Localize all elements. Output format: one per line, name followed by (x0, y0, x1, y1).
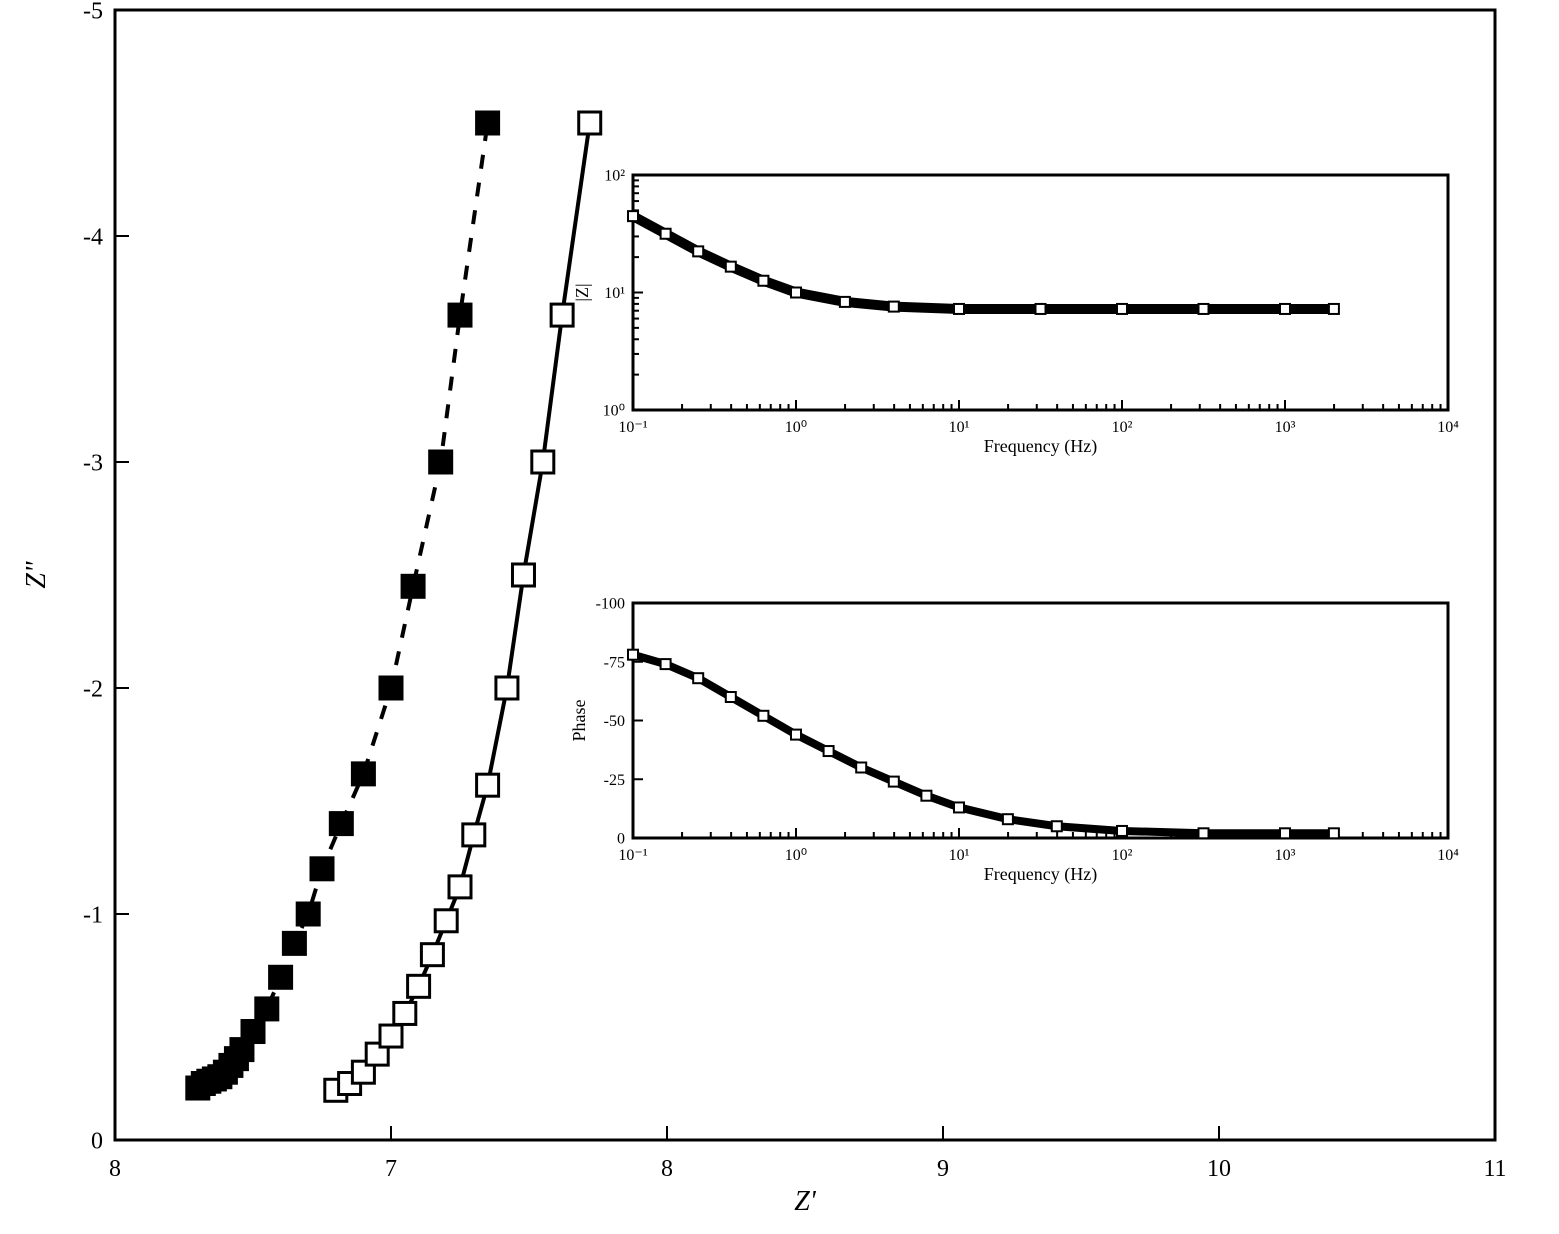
marker-filled (402, 575, 424, 597)
svg-text:10²: 10² (1112, 419, 1133, 436)
marker-open (551, 304, 573, 326)
svg-text:0: 0 (617, 831, 625, 848)
marker-filled (477, 112, 499, 134)
svg-text:10⁴: 10⁴ (1437, 847, 1459, 864)
marker-open (496, 677, 518, 699)
svg-text:10¹: 10¹ (949, 847, 970, 864)
x-axis-label: Z' (794, 1186, 817, 1217)
svg-text:10⁰: 10⁰ (603, 403, 625, 420)
svg-text:10²: 10² (604, 168, 625, 185)
svg-text:-75: -75 (604, 654, 625, 671)
marker-filled (330, 813, 352, 835)
marker-filled (297, 903, 319, 925)
marker-open (421, 944, 443, 966)
svg-text:9: 9 (937, 1156, 949, 1182)
svg-text:10²: 10² (1112, 847, 1133, 864)
svg-text:10⁻¹: 10⁻¹ (618, 847, 647, 864)
marker-open (512, 564, 534, 586)
svg-text:10⁴: 10⁴ (1437, 419, 1459, 436)
svg-text:11: 11 (1483, 1156, 1506, 1182)
svg-text:10: 10 (1207, 1156, 1231, 1182)
marker-filled (352, 763, 374, 785)
svg-text:-25: -25 (604, 772, 625, 789)
marker-filled (270, 966, 292, 988)
marker-filled (311, 858, 333, 880)
marker-filled (380, 677, 402, 699)
marker-open (532, 451, 554, 473)
svg-text:-100: -100 (596, 596, 625, 613)
marker-open (477, 774, 499, 796)
marker-filled (430, 451, 452, 473)
marker-open (408, 975, 430, 997)
svg-text:10⁻¹: 10⁻¹ (618, 419, 647, 436)
svg-text:10⁰: 10⁰ (785, 847, 807, 864)
svg-text:|Z|: |Z| (572, 283, 592, 301)
svg-text:-4: -4 (83, 224, 103, 250)
svg-text:Frequency (Hz): Frequency (Hz) (984, 864, 1097, 885)
svg-text:-50: -50 (604, 713, 625, 730)
svg-text:-1: -1 (83, 902, 103, 928)
marker-open (435, 910, 457, 932)
svg-text:10³: 10³ (1275, 419, 1296, 436)
svg-text:Frequency (Hz): Frequency (Hz) (984, 436, 1097, 457)
marker-open (579, 112, 601, 134)
marker-filled (256, 998, 278, 1020)
marker-filled (449, 304, 471, 326)
svg-text:10¹: 10¹ (949, 419, 970, 436)
y-axis-label: Z" (21, 561, 52, 589)
svg-text:10¹: 10¹ (604, 285, 625, 302)
marker-open (394, 1002, 416, 1024)
marker-open (463, 824, 485, 846)
svg-text:10⁰: 10⁰ (785, 419, 807, 436)
marker-filled (242, 1021, 264, 1043)
svg-text:0: 0 (91, 1128, 103, 1154)
marker-open (380, 1025, 402, 1047)
svg-text:-2: -2 (83, 676, 103, 702)
svg-text:8: 8 (661, 1156, 673, 1182)
svg-text:10³: 10³ (1275, 847, 1296, 864)
svg-text:-3: -3 (83, 450, 103, 476)
svg-text:7: 7 (385, 1156, 397, 1182)
svg-text:8: 8 (109, 1156, 121, 1182)
svg-text:Phase: Phase (569, 699, 589, 741)
svg-text:-5: -5 (83, 0, 103, 24)
marker-open (449, 876, 471, 898)
marker-filled (283, 932, 305, 954)
